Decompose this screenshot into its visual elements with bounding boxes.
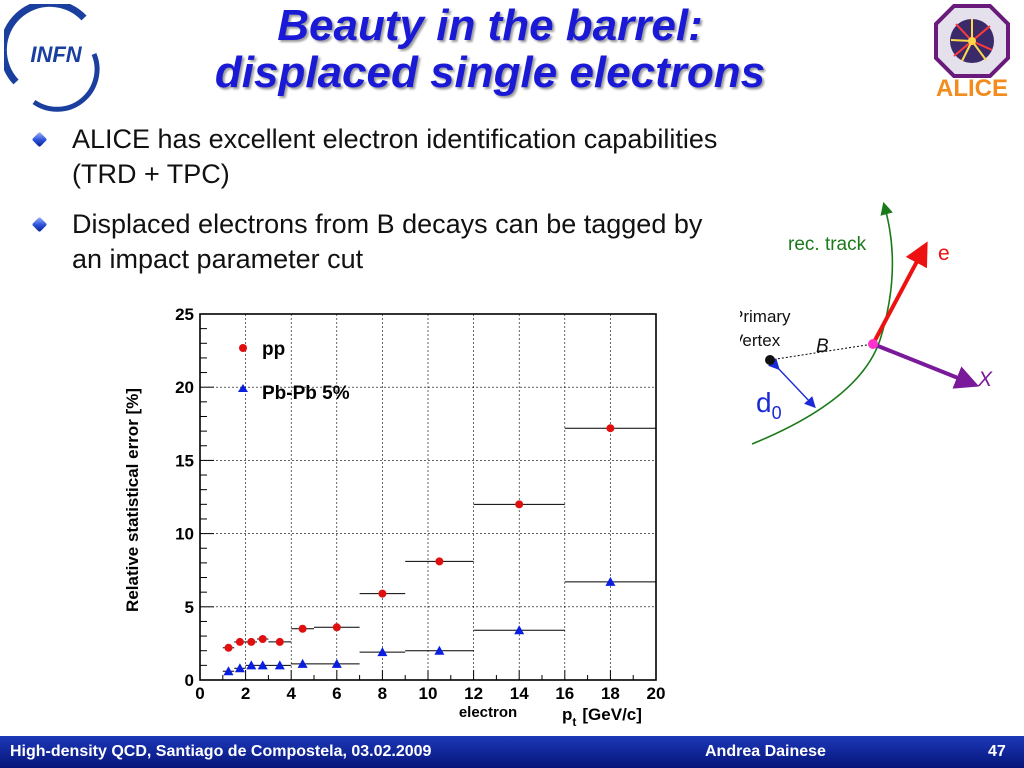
legend: pp Pb-Pb 5% [238, 339, 350, 404]
ticks: 0 2 4 6 8 10 12 14 16 18 20 0 5 10 15 20 25 [175, 305, 665, 703]
b-flight-line [769, 343, 874, 361]
title-line-2: displaced single electrons [214, 48, 766, 97]
legend-marker-pbpb [238, 384, 248, 392]
x-tick-label: 14 [510, 684, 529, 703]
data-point-pbpb [377, 647, 388, 657]
x-tick-label: 18 [601, 684, 620, 703]
data-point-pbpb [434, 645, 445, 655]
electron-arrow [871, 241, 928, 345]
data-point-pbpb [605, 576, 616, 586]
diamond-bullet-icon [31, 216, 48, 233]
data-point-pbpb [257, 660, 268, 670]
data-point-pbpb [234, 663, 245, 673]
x-tick-label: 2 [241, 684, 250, 703]
data-point-pbpb [514, 625, 525, 635]
error-chart: 0 2 4 6 8 10 12 14 16 18 20 0 5 10 15 20 25 Relative sta… [123, 305, 670, 734]
bullet-item: ALICE has excellent electron identificat… [28, 122, 722, 192]
footer-page-number: 47 [988, 743, 1006, 760]
y-tick-label: 15 [175, 451, 194, 470]
data-point-pp [224, 643, 233, 652]
data-point-pp [275, 637, 284, 646]
slide-title: Beauty in the barrel: displaced single e… [150, 2, 830, 96]
electron-label: e [938, 242, 950, 265]
x-tick-label: 6 [332, 684, 341, 703]
d0-label: d0 [756, 387, 782, 423]
alice-logo-text: ALICE [936, 75, 1008, 102]
alice-logo: ALICE [920, 2, 1024, 102]
data-point-pp [258, 635, 267, 644]
decay-vertex-dot [868, 339, 878, 349]
legend-label-pp: pp [262, 339, 285, 360]
d0-label-sub: 0 [772, 403, 782, 423]
y-tick-label: 25 [175, 305, 194, 324]
x-axis-title-main: p [562, 705, 572, 724]
data-point-pp [247, 637, 256, 646]
x-axis-title-units: [GeV/c] [582, 705, 642, 724]
bullet-item: Displaced electrons from B decays can be… [28, 207, 712, 277]
b-label: B [816, 336, 829, 357]
plot-area [199, 313, 657, 681]
x-axis-title-sub: t [572, 715, 576, 729]
track-label: rec. track [788, 234, 867, 255]
series-layer [222, 424, 656, 676]
d0-label-main: d [756, 387, 772, 418]
x-label: X [977, 368, 993, 391]
reconstructed-track [751, 201, 894, 445]
infn-logo: INFN [0, 0, 104, 114]
grid [200, 314, 656, 680]
x-tick-label: 0 [195, 684, 204, 703]
data-point-pp [435, 557, 444, 566]
legend-label-pbpb: Pb-Pb 5% [262, 383, 350, 404]
bullet-list: ALICE has excellent electron identificat… [28, 122, 728, 292]
data-point-pbpb [246, 660, 257, 670]
data-point-pp [515, 500, 524, 509]
y-tick-label: 20 [175, 378, 194, 397]
d0-arrow [768, 358, 816, 409]
x-tick-label: 20 [647, 684, 666, 703]
legend-marker-pp [239, 344, 247, 352]
x-tick-label: 12 [464, 684, 483, 703]
x-axis-prefix: electron [459, 704, 517, 721]
x-tick-label: 16 [555, 684, 574, 703]
y-tick-label: 5 [185, 598, 194, 617]
y-axis-title: Relative statistical error [%] [123, 388, 142, 612]
title-line-1: Beauty in the barrel: [277, 1, 703, 50]
bullet-text: Displaced electrons from B decays can be… [72, 209, 703, 274]
data-point-pp [606, 424, 615, 433]
x-tick-label: 4 [286, 684, 296, 703]
impact-parameter-diagram: rec. track e Primary Vertex B X d0 [740, 201, 993, 445]
vertex-label-1: Primary [740, 307, 791, 326]
bullet-text: ALICE has excellent electron identificat… [72, 124, 718, 189]
data-point-pp [298, 624, 307, 633]
footer-bar: High-density QCD, Santiago de Compostela… [0, 736, 1024, 768]
x-arrow [872, 342, 980, 389]
y-tick-label: 0 [185, 671, 194, 690]
data-point-pp [378, 589, 387, 598]
data-point-pbpb [223, 666, 234, 676]
x-tick-label: 8 [378, 684, 387, 703]
y-tick-label: 10 [175, 525, 194, 544]
data-point-pbpb [297, 658, 308, 668]
data-point-pp [235, 637, 244, 646]
data-point-pp [332, 623, 341, 632]
vertex-label-2: Vertex [740, 331, 781, 350]
infn-logo-text: INFN [30, 42, 82, 67]
primary-vertex-dot [765, 355, 775, 365]
x-tick-label: 10 [419, 684, 438, 703]
data-point-pbpb [274, 660, 285, 670]
footer-conference: High-density QCD, Santiago de Compostela… [10, 743, 432, 760]
data-point-pbpb [331, 658, 342, 668]
x-axis-title: pt [GeV/c] [562, 705, 642, 729]
footer-author: Andrea Dainese [705, 743, 826, 760]
diamond-bullet-icon [31, 131, 48, 148]
